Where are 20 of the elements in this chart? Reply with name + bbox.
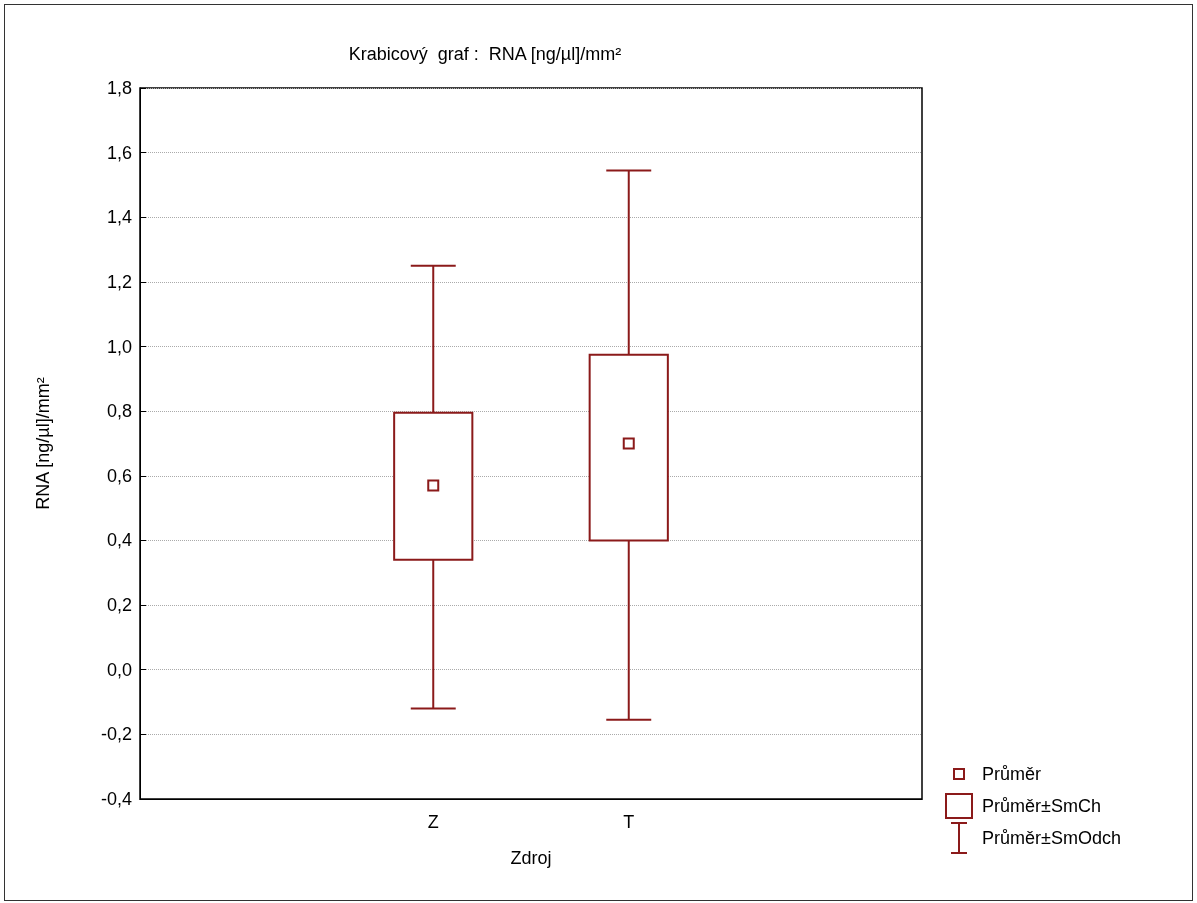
y-tick-label: 1,8 [106, 78, 132, 98]
y-tick-label: 0,2 [106, 595, 132, 616]
y-axis-title: RNA [ng/µl]/mm² [33, 377, 53, 510]
x-tick-label: Z [427, 812, 439, 832]
chart-title: Krabicový graf : RNA [ng/µl]/mm² [348, 44, 622, 64]
y-tick-label: 1,0 [106, 336, 132, 357]
y-tick-label: 0,6 [106, 465, 132, 486]
y-tick-label: 1,6 [106, 142, 132, 163]
x-tick-label: T [623, 812, 635, 832]
text: Průměr±SmCh [982, 795, 1101, 817]
y-tick-label: 1,4 [106, 207, 132, 228]
y-tick-label: 0,8 [106, 401, 132, 422]
y-tick-label: 1,2 [106, 271, 132, 292]
x-axis-title: Zdroj [510, 848, 552, 868]
text: Průměr±SmOdch [982, 827, 1121, 849]
text: Průměr [982, 763, 1042, 785]
y-tick-label: -0,4 [100, 789, 132, 809]
y-tick-label: -0,2 [100, 724, 132, 745]
y-tick-label: 0,0 [106, 659, 132, 680]
y-tick-label: 0,4 [106, 530, 132, 551]
